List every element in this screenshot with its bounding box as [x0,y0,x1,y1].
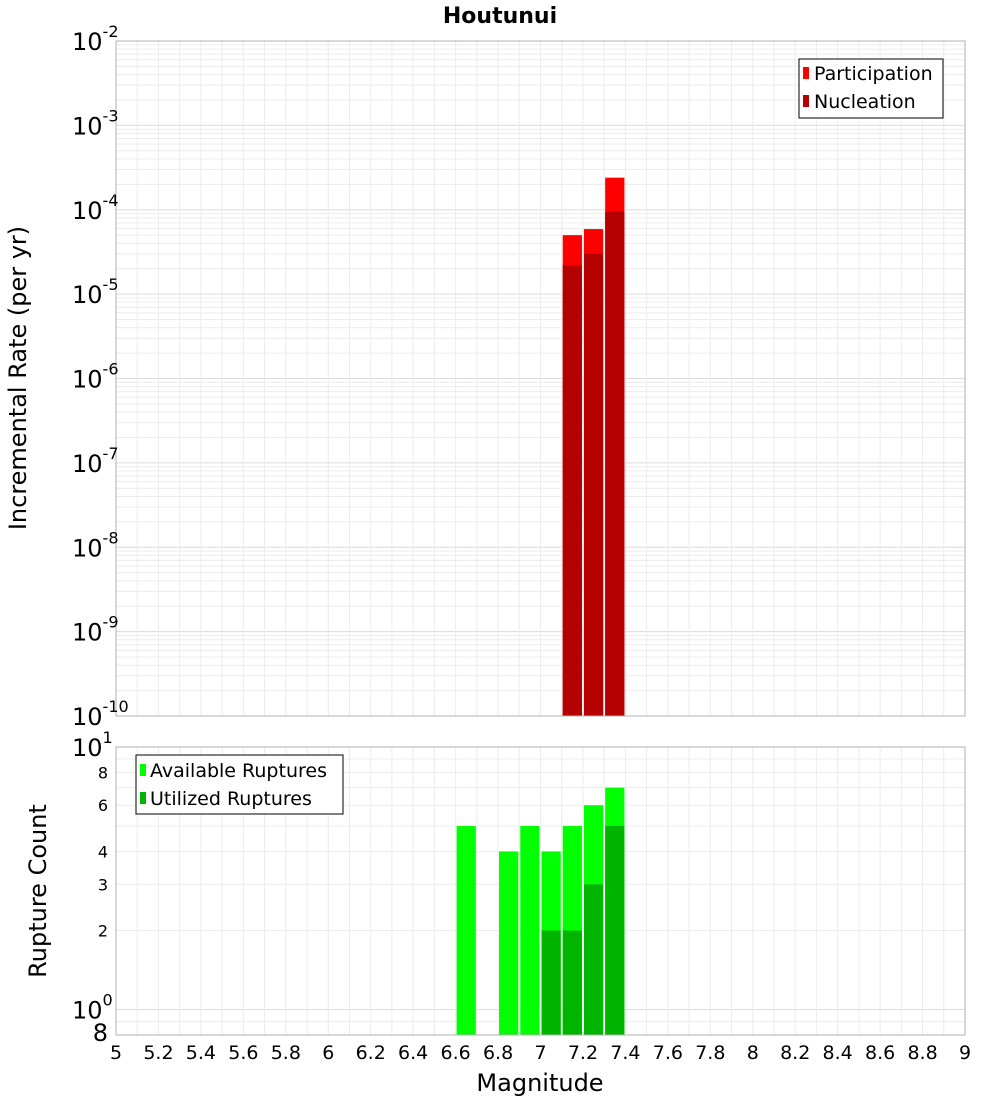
x-tick-2: 5.4 [186,1042,216,1064]
bottom-y-tick-0: 100 [72,991,113,1025]
top-y-tick-6: 10-4 [72,191,119,225]
count-bar-1-2 [583,884,604,1035]
count-bar-0-0 [456,826,476,1035]
x-axis-label: Magnitude [476,1069,603,1097]
x-tick-9: 6.8 [483,1042,513,1064]
bottom-y-tick-1: 101 [72,728,113,762]
bottom-y-ticks: 100 101 2 3 4 6 8 8 [72,728,113,1047]
top-y-tick-4: 10-6 [72,360,119,394]
top-plot-frame [115,40,966,717]
bottom-y-minor-tick-0: 2 [98,922,108,941]
bottom-x-ticks: 5 5.2 5.4 5.6 5.8 6 6.2 6.4 6.6 6.8 7 7.2 7.4 7.6 7.8 8… [110,1042,971,1064]
x-tick-13: 7.6 [653,1042,683,1064]
x-tick-0: 5 [110,1042,122,1064]
x-tick-15: 8 [747,1042,759,1064]
participation-swatch [803,67,809,79]
utilized-swatch [140,792,146,804]
top-grid [115,41,966,717]
top-y-tick-1: 10-9 [72,613,119,647]
legend-participation-label: Participation [814,63,933,85]
chart-title: Houtunui [443,4,557,29]
x-tick-1: 5.2 [143,1042,173,1064]
rate-bar-1-0 [562,265,582,716]
top-y-tick-5: 10-5 [72,275,119,309]
rate-bar-1-2 [605,211,625,716]
top-y-ticks: 10-10 10-9 10-8 10-7 10-6 10-5 10-4 10-3 10-2 [72,22,129,731]
bottom-legend-box [135,754,344,815]
x-tick-19: 8.8 [907,1042,937,1064]
x-tick-20: 9 [959,1042,971,1064]
x-tick-6: 6.2 [356,1042,386,1064]
x-tick-3: 5.6 [228,1042,258,1064]
bottom-y-minor-tick-3: 6 [98,796,108,815]
x-tick-4: 5.8 [271,1042,301,1064]
count-bar-1-0 [541,930,561,1035]
top-y-tick-3: 10-7 [72,444,119,478]
top-bars [562,177,625,717]
bottom-y-axis-label: Rupture Count [24,804,52,978]
x-tick-5: 6 [322,1042,334,1064]
bottom-y-minor-tick-2: 4 [98,842,108,861]
bottom-y-minor-tick-1: 3 [98,875,108,894]
bottom-y-edge-tick: 8 [93,1019,108,1047]
top-legend-box [798,58,944,119]
count-bar-0-2 [520,826,540,1035]
legend-nucleation-label: Nucleation [814,91,916,113]
nucleation-swatch [803,95,809,107]
bottom-y-minor-tick-4: 8 [98,763,108,782]
x-tick-18: 8.6 [865,1042,895,1064]
bottom-legend: Available Ruptures Utilized Ruptures [135,754,344,815]
x-tick-17: 8.4 [823,1042,853,1064]
top-y-axis-label: Incremental Rate (per yr) [4,226,32,530]
x-tick-11: 7.2 [568,1042,598,1064]
count-bar-1-1 [562,930,582,1035]
available-swatch [140,764,146,776]
x-tick-8: 6.6 [440,1042,470,1064]
top-y-tick-7: 10-3 [72,106,119,140]
top-y-tick-2: 10-8 [72,528,119,562]
count-bar-0-1 [499,851,519,1035]
rate-bar-1-1 [583,253,604,716]
top-legend: Participation Nucleation [798,58,944,119]
x-tick-14: 7.8 [695,1042,725,1064]
x-tick-7: 6.4 [398,1042,428,1064]
bottom-plot-frame [115,746,966,1036]
count-bar-1-3 [605,826,625,1035]
legend-available-label: Available Ruptures [150,760,327,782]
x-tick-10: 7 [534,1042,546,1064]
x-tick-16: 8.2 [780,1042,810,1064]
legend-utilized-label: Utilized Ruptures [150,788,312,810]
top-y-tick-8: 10-2 [72,22,119,56]
x-tick-12: 7.4 [610,1042,640,1064]
bottom-bars [456,787,625,1035]
top-y-tick-0: 10-10 [72,697,129,731]
